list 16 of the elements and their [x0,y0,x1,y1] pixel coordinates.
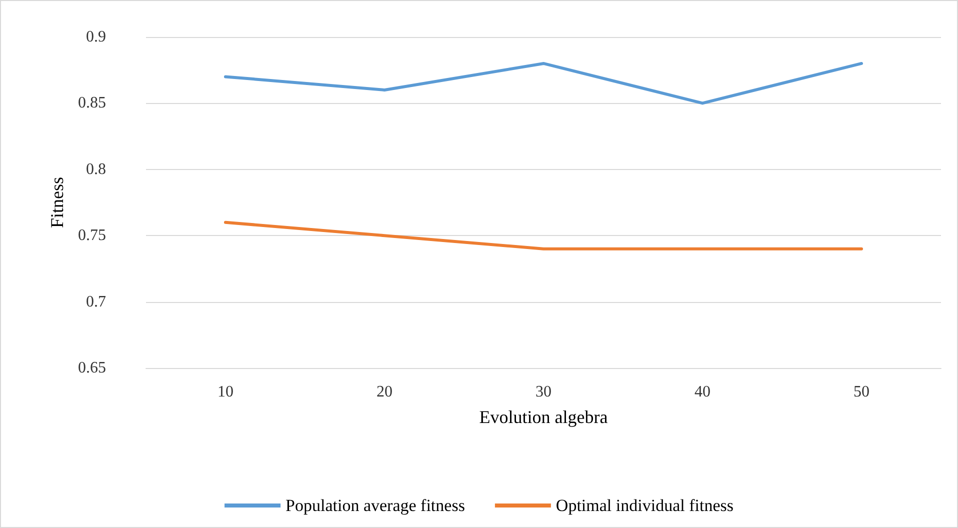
x-axis-title: Evolution algebra [479,407,608,427]
x-tick-label: 40 [694,384,710,400]
y-axis-title: Fitness [47,176,67,228]
y-tick-label: 0.75 [78,227,106,244]
x-tick-label: 10 [218,384,234,400]
y-tick-label: 0.65 [78,360,106,376]
legend-label: Optimal individual fitness [556,496,734,515]
y-tick-label: 0.9 [86,28,106,46]
y-tick-label: 0.7 [86,293,106,310]
x-tick-label: 50 [854,384,870,400]
x-tick-label: 30 [536,384,552,400]
line-series [224,62,863,105]
legend-label: Population average fitness [286,496,465,515]
y-tick-label: 0.85 [78,94,106,112]
x-tick-label: 20 [376,384,392,400]
y-tick-label: 0.8 [86,160,106,178]
